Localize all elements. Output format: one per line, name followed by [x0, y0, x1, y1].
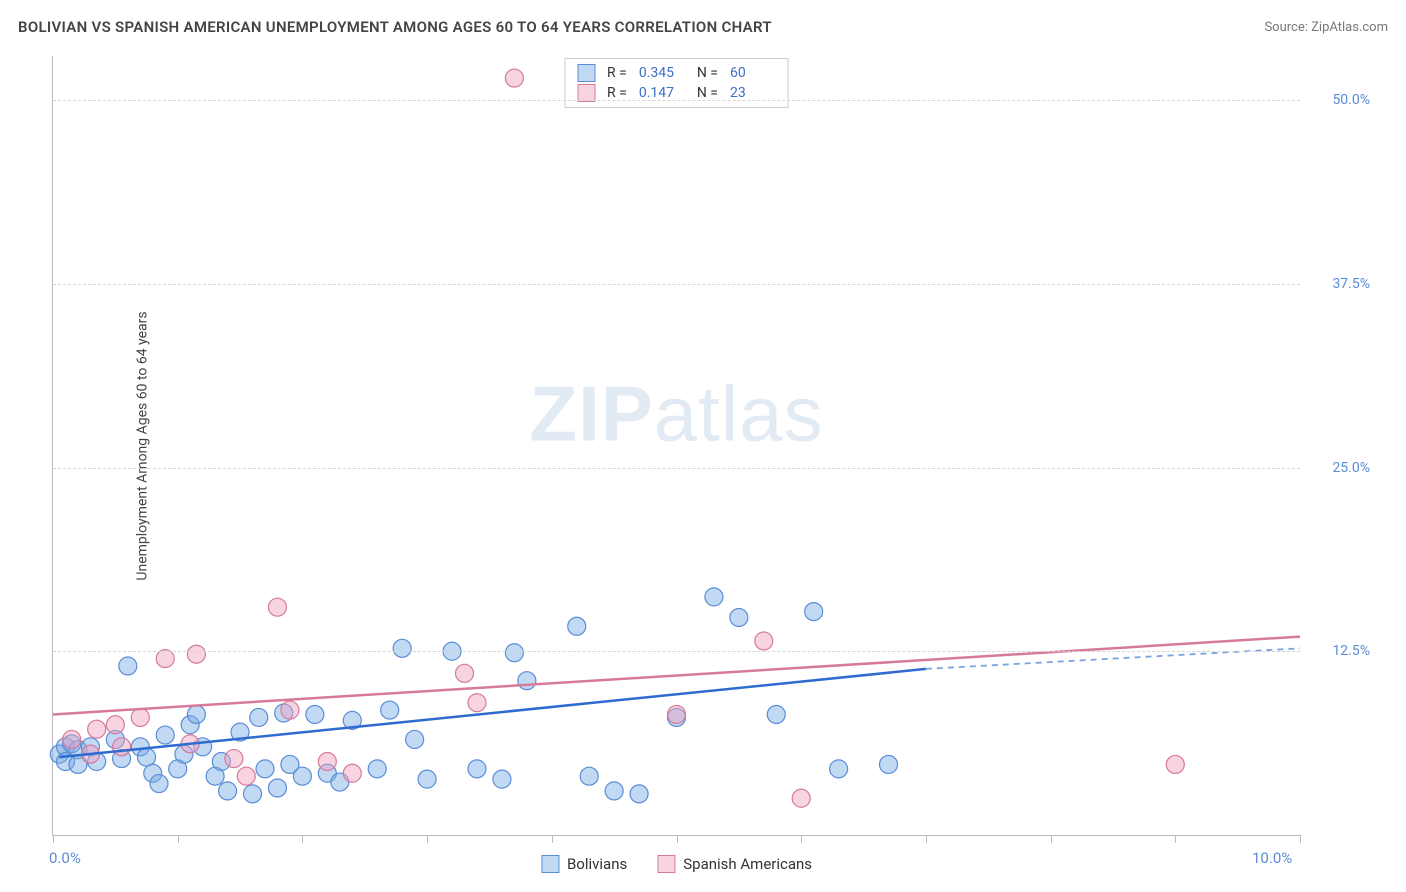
- scatter-point: [256, 760, 274, 778]
- scatter-point: [505, 644, 523, 662]
- gridline: [53, 100, 1300, 101]
- series-legend: Bolivians Spanish Americans: [541, 855, 812, 873]
- scatter-point: [63, 730, 81, 748]
- x-tick: [427, 835, 428, 843]
- scatter-point: [250, 708, 268, 726]
- r-value-1: 0.345: [639, 65, 685, 81]
- x-tick: [801, 835, 802, 843]
- x-tick: [1300, 835, 1301, 843]
- scatter-point: [630, 785, 648, 803]
- scatter-point: [281, 701, 299, 719]
- scatter-point: [518, 672, 536, 690]
- swatch-series-1: [577, 64, 595, 82]
- scatter-point: [393, 639, 411, 657]
- scatter-point: [1166, 755, 1184, 773]
- y-tick-label: 50.0%: [1310, 92, 1370, 108]
- scatter-point: [237, 767, 255, 785]
- scatter-point: [755, 632, 773, 650]
- scatter-point: [219, 782, 237, 800]
- n-value-1: 60: [730, 65, 776, 81]
- source-link[interactable]: ZipAtlas.com: [1311, 20, 1388, 35]
- scatter-point: [830, 760, 848, 778]
- scatter-point: [187, 705, 205, 723]
- scatter-point: [138, 748, 156, 766]
- scatter-point: [381, 701, 399, 719]
- scatter-point: [113, 738, 131, 756]
- title-bar: BOLIVIAN VS SPANISH AMERICAN UNEMPLOYMEN…: [18, 18, 1388, 36]
- scatter-point: [119, 657, 137, 675]
- y-tick-label: 37.5%: [1310, 276, 1370, 292]
- scatter-point: [156, 726, 174, 744]
- scatter-point: [468, 694, 486, 712]
- scatter-point: [730, 608, 748, 626]
- scatter-point: [568, 617, 586, 635]
- x-tick-label: 0.0%: [49, 849, 81, 867]
- legend-row-1: R = 0.345 N = 60: [577, 63, 776, 83]
- plot-area: ZIPatlas R = 0.345 N = 60 R = 0.147 N = …: [52, 56, 1300, 836]
- r-label-2: R =: [607, 85, 627, 101]
- scatter-point: [156, 650, 174, 668]
- source-label: Source:: [1264, 20, 1307, 35]
- scatter-point: [293, 767, 311, 785]
- scatter-point: [225, 750, 243, 768]
- y-tick-label: 12.5%: [1310, 643, 1370, 659]
- scatter-point: [456, 664, 474, 682]
- gridline: [53, 284, 1300, 285]
- x-tick-label: 10.0%: [1252, 849, 1292, 867]
- trend-line-2: [53, 637, 1300, 715]
- x-tick: [1175, 835, 1176, 843]
- scatter-point: [505, 69, 523, 87]
- scatter-point: [792, 789, 810, 807]
- scatter-point: [705, 588, 723, 606]
- x-tick: [552, 835, 553, 843]
- legend-item-2: Spanish Americans: [657, 855, 812, 873]
- swatch-bottom-2: [657, 855, 675, 873]
- r-value-2: 0.147: [639, 85, 685, 101]
- scatter-point: [268, 779, 286, 797]
- scatter-point: [343, 764, 361, 782]
- scatter-point: [493, 770, 511, 788]
- gridline: [53, 468, 1300, 469]
- scatter-point: [88, 720, 106, 738]
- x-tick: [178, 835, 179, 843]
- scatter-point: [187, 645, 205, 663]
- scatter-point: [406, 730, 424, 748]
- plot-svg: [53, 56, 1300, 835]
- scatter-point: [244, 785, 262, 803]
- scatter-point: [468, 760, 486, 778]
- scatter-point: [580, 767, 598, 785]
- swatch-bottom-1: [541, 855, 559, 873]
- scatter-point: [668, 705, 686, 723]
- scatter-point: [767, 705, 785, 723]
- n-label-1: N =: [697, 65, 718, 81]
- x-tick: [53, 835, 54, 843]
- x-tick: [677, 835, 678, 843]
- legend-item-1: Bolivians: [541, 855, 627, 873]
- r-label-1: R =: [607, 65, 627, 81]
- scatter-point: [318, 753, 336, 771]
- scatter-point: [418, 770, 436, 788]
- gridline: [53, 651, 1300, 652]
- chart-title: BOLIVIAN VS SPANISH AMERICAN UNEMPLOYMEN…: [18, 18, 772, 36]
- scatter-point: [605, 782, 623, 800]
- y-tick-label: 25.0%: [1310, 460, 1370, 476]
- scatter-point: [306, 705, 324, 723]
- n-value-2: 23: [730, 85, 776, 101]
- scatter-point: [131, 708, 149, 726]
- scatter-point: [368, 760, 386, 778]
- legend-text-2: Spanish Americans: [683, 855, 812, 873]
- scatter-point: [268, 598, 286, 616]
- x-tick: [926, 835, 927, 843]
- scatter-point: [879, 755, 897, 773]
- n-label-2: N =: [697, 85, 718, 101]
- legend-text-1: Bolivians: [567, 855, 627, 873]
- x-tick: [1051, 835, 1052, 843]
- scatter-point: [805, 603, 823, 621]
- scatter-point: [106, 716, 124, 734]
- x-tick: [302, 835, 303, 843]
- source: Source: ZipAtlas.com: [1264, 20, 1388, 35]
- scatter-point: [150, 775, 168, 793]
